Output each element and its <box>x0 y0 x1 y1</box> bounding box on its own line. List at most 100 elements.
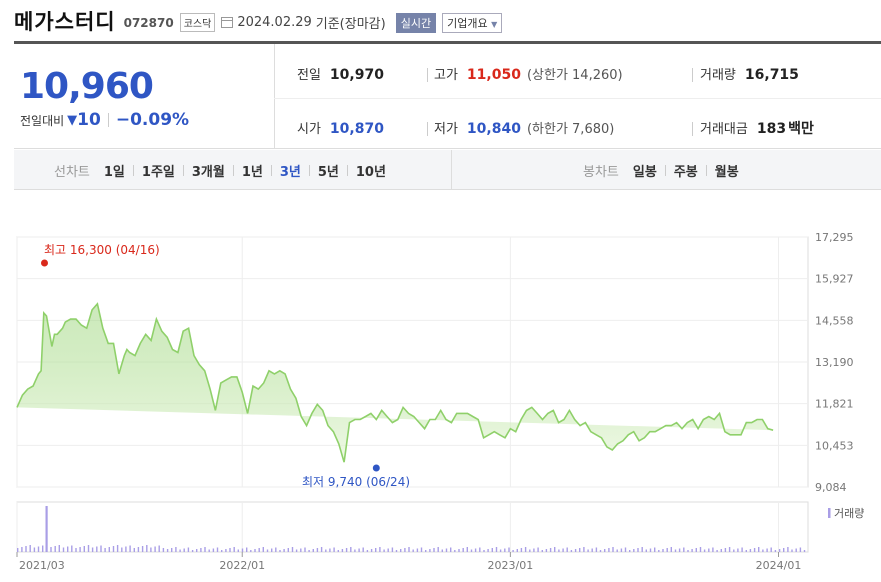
volume-bar <box>624 547 627 552</box>
volume-bar <box>42 545 44 552</box>
volume-bar <box>250 550 252 552</box>
tab-line-3[interactable]: 1년 <box>241 164 263 180</box>
volume-bar <box>649 548 652 552</box>
volume-bar <box>487 549 489 552</box>
volume-bar <box>495 547 498 552</box>
volume-bar <box>579 548 581 552</box>
min-label: 최저 9,740 (06/24) <box>302 475 410 489</box>
current-price: 10,960 <box>20 66 154 107</box>
volume-bar <box>508 547 510 552</box>
volume-bar <box>770 547 772 552</box>
volume-bar <box>79 547 81 552</box>
y-tick-label: 10,453 <box>815 439 854 452</box>
volume-bar <box>778 549 781 552</box>
volume-bar <box>520 548 523 552</box>
volume-bar <box>450 547 452 552</box>
volume-bar <box>716 550 718 552</box>
candle-chart-tabs: 봉차트 일봉 주봉 월봉 <box>583 150 739 190</box>
tab-line-4[interactable]: 3년 <box>279 164 301 180</box>
tab-candle-1[interactable]: 주봉 <box>673 164 698 180</box>
volume-bar <box>712 547 714 552</box>
volume-bar <box>121 547 123 552</box>
volume-bar <box>375 548 377 552</box>
volume-bar <box>300 548 302 552</box>
volume-bar <box>91 547 94 552</box>
volume-legend-swatch <box>828 508 831 518</box>
volume-bar <box>554 547 556 552</box>
volume-bar <box>695 548 697 552</box>
stock-header: 메가스터디 072870 코스닥 2024.02.29 기준(장마감) 실시간 … <box>14 6 503 36</box>
volume: 거래량 16,715 <box>700 67 799 83</box>
change-value: 10 <box>77 110 101 130</box>
max-label: 최고 16,300 (04/16) <box>44 243 160 257</box>
volume-bar <box>125 546 127 552</box>
volume-bar <box>175 547 177 552</box>
volume-bar <box>54 546 56 552</box>
volume-bar <box>491 548 493 552</box>
volume-bar <box>504 548 506 552</box>
volume-bar <box>308 550 310 552</box>
volume-bar <box>549 548 552 552</box>
volume-bar <box>774 550 777 552</box>
x-tick-label: 2022/01 <box>219 559 265 572</box>
company-overview-button[interactable]: 기업개요 ▼ <box>442 12 503 33</box>
divider <box>705 164 707 176</box>
volume-bar <box>241 548 244 552</box>
volume-bar <box>200 548 202 552</box>
volume-bar <box>87 545 90 552</box>
volume-bar <box>699 547 702 552</box>
volume-bar <box>25 546 27 552</box>
volume-bar <box>454 550 456 552</box>
tab-candle-0[interactable]: 일봉 <box>632 164 657 180</box>
volume-bar <box>362 547 364 552</box>
high-price: 고가 11,050 (상한가 14,260) <box>434 67 623 83</box>
volume-bar <box>674 549 677 552</box>
volume-bar <box>100 545 102 552</box>
volume-bar <box>787 547 789 552</box>
volume-bar <box>271 548 273 552</box>
volume-bar <box>345 548 348 552</box>
divider <box>308 164 310 176</box>
volume-bar <box>583 547 585 552</box>
price-area <box>17 303 774 463</box>
volume-bar <box>246 547 248 552</box>
line-chart-label: 선차트 <box>54 164 90 180</box>
divider <box>270 164 272 176</box>
volume-bar <box>703 549 706 552</box>
volume-bar <box>795 548 797 552</box>
divider <box>427 122 428 136</box>
volume-bar <box>370 549 373 552</box>
volume-bar <box>325 549 327 552</box>
volume-bar <box>262 547 264 552</box>
volume-bar <box>141 546 144 552</box>
volume-bar <box>737 548 739 552</box>
volume-bar <box>254 549 256 552</box>
volume-bar <box>158 545 160 552</box>
volume-bar <box>587 549 589 552</box>
basis-text: 기준(장마감) <box>315 17 386 32</box>
volume-bar <box>741 547 743 552</box>
tab-line-2[interactable]: 3개월 <box>191 164 225 180</box>
divider <box>107 113 109 127</box>
divider <box>182 164 184 176</box>
volume-bar <box>483 550 485 552</box>
tab-line-1[interactable]: 1주일 <box>141 164 175 180</box>
volume-bar <box>541 550 543 552</box>
chart-tabs: 선차트 1일 1주일 3개월 1년 3년 5년 10년 봉차트 일봉 주봉 월봉 <box>14 150 881 190</box>
volume-bar <box>533 548 535 552</box>
low-price: 저가 10,840 (하한가 7,680) <box>434 121 615 137</box>
volume-bar <box>350 547 352 552</box>
volume-bar <box>462 548 464 552</box>
volume-bar <box>112 546 115 552</box>
volume-bar <box>753 548 756 552</box>
volume-bar <box>678 548 681 552</box>
divider <box>274 98 881 99</box>
tab-candle-2[interactable]: 월봉 <box>714 164 739 180</box>
tab-line-0[interactable]: 1일 <box>103 164 125 180</box>
realtime-button[interactable]: 실시간 <box>395 12 437 33</box>
tab-line-5[interactable]: 5년 <box>317 164 339 180</box>
line-chart-tabs: 선차트 1일 1주일 3개월 1년 3년 5년 10년 <box>54 150 386 190</box>
volume-bar <box>562 548 564 552</box>
tab-line-6[interactable]: 10년 <box>355 164 386 180</box>
volume-bar <box>166 549 169 552</box>
